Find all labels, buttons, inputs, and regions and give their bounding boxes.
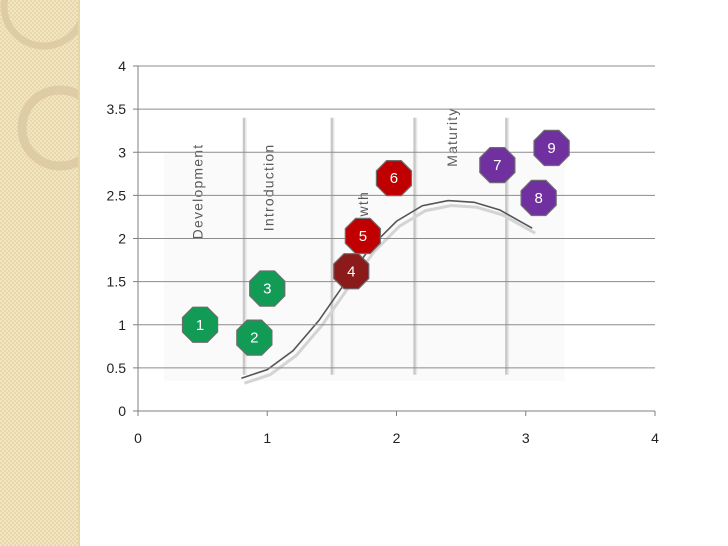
- y-tick-label: 4: [118, 58, 126, 74]
- point-label-3: 3: [263, 281, 271, 298]
- x-tick-label: 4: [651, 430, 659, 446]
- y-tick-label: 3: [118, 144, 126, 160]
- ring-ornament-icon: [0, 0, 78, 171]
- point-badge-7: 7: [479, 147, 516, 184]
- point-label-8: 8: [535, 190, 543, 207]
- point-marker-5: [344, 217, 381, 255]
- point-label-2: 2: [250, 330, 258, 347]
- point-marker-7: [479, 147, 516, 184]
- lifecycle-curve-shadow: [243, 204, 536, 385]
- lifecycle-curve: [241, 199, 533, 379]
- y-tick-label: 3.5: [107, 101, 127, 117]
- point-badge-9: 9: [533, 129, 570, 167]
- point-badge-4: 4: [333, 253, 370, 290]
- point-badge-3: 3: [249, 270, 286, 307]
- x-tick-label: 1: [263, 430, 271, 446]
- decorative-sidebar: [0, 0, 78, 546]
- y-tick-label: 0: [118, 403, 126, 419]
- y-tick-label: 0.5: [107, 360, 127, 376]
- point-badge-5: 5: [344, 217, 381, 255]
- y-tick-label: 2.5: [107, 187, 127, 203]
- point-marker-3: [249, 270, 286, 307]
- point-badge-8: 8: [520, 179, 557, 217]
- upper-ring: [0, 0, 78, 50]
- point-label-5: 5: [359, 228, 367, 245]
- point-marker-1: [181, 306, 219, 343]
- x-tick-label: 2: [393, 430, 401, 446]
- data-points: 1 2 3 4 5 6 7 8 9: [181, 129, 570, 356]
- lower-ring: [17, 85, 78, 171]
- point-label-1: 1: [196, 317, 204, 334]
- point-badge-2: 2: [236, 319, 273, 356]
- stage-label-introduction: Introduction: [261, 144, 277, 232]
- y-tick-label: 1: [118, 317, 126, 333]
- point-marker-4: [333, 253, 370, 290]
- point-label-9: 9: [547, 140, 555, 157]
- stage-label-development: Development: [190, 144, 206, 240]
- point-label-6: 6: [390, 170, 398, 187]
- point-marker-2: [236, 319, 273, 356]
- point-marker-9: [533, 129, 570, 167]
- point-marker-8: [520, 179, 557, 217]
- x-tick-label: 3: [522, 430, 530, 446]
- y-tick-label: 2: [118, 231, 126, 247]
- point-badge-1: 1: [181, 306, 219, 343]
- sidebar-divider: [78, 0, 80, 546]
- point-label-7: 7: [493, 157, 501, 174]
- point-label-4: 4: [347, 263, 355, 280]
- point-marker-6: [375, 160, 413, 197]
- x-tick-label: 0: [134, 430, 142, 446]
- axes: 0 1 2 3 4: [133, 65, 659, 446]
- stage-label-maturity: Maturity: [444, 107, 460, 166]
- point-badge-6: 6: [375, 160, 413, 197]
- y-tick-label: 1.5: [107, 274, 127, 290]
